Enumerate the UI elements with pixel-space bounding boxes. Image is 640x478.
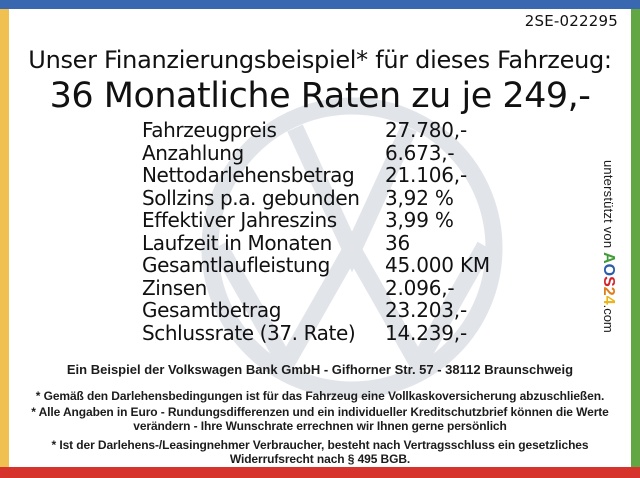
finance-row: Fahrzeugpreis 27.780,- xyxy=(142,119,490,142)
brand-suffix: .com xyxy=(601,304,616,333)
finance-row-value: 21.106,- xyxy=(385,163,467,187)
finance-row: Schlussrate (37. Rate) 14.239,- xyxy=(142,320,490,345)
headline-line1: Unser Finanzierungsbeispiel* für dieses … xyxy=(28,46,612,74)
finance-table: Fahrzeugpreis 27.780,- Anzahlung 6.673,- N… xyxy=(142,119,490,344)
finance-row-value: 36 xyxy=(385,230,411,255)
finance-row-label: Fahrzeugpreis xyxy=(142,118,277,142)
finance-row-label: Effektiver Jahreszins xyxy=(142,208,337,232)
frame-top xyxy=(0,0,640,9)
volkswagen-logo-watermark-icon xyxy=(201,97,503,399)
finance-row: Laufzeit in Monaten 36 xyxy=(142,230,490,255)
finance-row-value: 3,92 % xyxy=(385,185,454,210)
finance-row: Anzahlung 6.673,- xyxy=(142,140,490,165)
footnote-widerruf-line2: Widerrufsrecht nach § 495 BGB. xyxy=(229,452,411,466)
finance-row-label: Gesamtbetrag xyxy=(142,298,282,322)
brand-letter-o: O xyxy=(600,263,617,277)
vertical-brand-credit: unterstützt von AOS24.com xyxy=(597,160,619,333)
finance-row-label: Laufzeit in Monaten xyxy=(142,230,332,255)
finance-row-label: Schlussrate (37. Rate) xyxy=(142,320,356,345)
finance-row-value: 27.780,- xyxy=(385,118,467,142)
finance-row-value: 45.000 KM xyxy=(385,253,490,277)
frame-left xyxy=(0,9,9,467)
brand-letter-4: 4 xyxy=(600,295,617,305)
finance-row-label: Nettodarlehensbetrag xyxy=(142,163,355,187)
finance-row-value: 3,99 % xyxy=(385,208,454,232)
footnote-widerruf-line1: * Ist der Darlehens-/Leasingnehmer Verbr… xyxy=(51,438,589,452)
finance-row: Zinsen 2.096,- xyxy=(142,275,490,300)
finance-row-value: 14.239,- xyxy=(385,320,467,345)
footnote-euro-line1: * Alle Angaben in Euro - Rundungsdiffere… xyxy=(31,405,609,419)
brand-letter-a: A xyxy=(600,252,617,264)
finance-row-label: Zinsen xyxy=(142,275,207,300)
finance-row-value: 23.203,- xyxy=(385,298,467,322)
finance-row: Nettodarlehensbetrag 21.106,- xyxy=(142,164,490,187)
finance-row-label: Sollzins p.a. gebunden xyxy=(142,185,360,210)
offer-code: 2SE-022295 xyxy=(524,12,618,30)
finance-row: Gesamtlaufleistung 45.000 KM xyxy=(142,254,490,277)
bank-address-line: Ein Beispiel der Volkswagen Bank GmbH - … xyxy=(66,362,574,377)
finance-row: Effektiver Jahreszins 3,99 % xyxy=(142,209,490,232)
headline-rate: 36 Monatliche Raten zu je 249,- xyxy=(49,76,591,116)
footnote-insurance: * Gemäß den Darlehensbedingungen ist für… xyxy=(35,389,605,403)
brand-letter-s: S xyxy=(600,276,617,287)
footnote-euro-line2: verändern - Ihre Wunschrate errechnen wi… xyxy=(133,419,507,433)
finance-row: Gesamtbetrag 23.203,- xyxy=(142,299,490,322)
finance-row-value: 6.673,- xyxy=(385,140,455,165)
brand-letter-2: 2 xyxy=(600,286,617,296)
frame-right xyxy=(631,9,640,467)
brand-prefix: unterstützt von xyxy=(601,160,616,253)
finance-row-label: Anzahlung xyxy=(142,140,244,165)
frame-bottom xyxy=(0,467,640,478)
finance-row: Sollzins p.a. gebunden 3,92 % xyxy=(142,185,490,210)
finance-row-value: 2.096,- xyxy=(385,275,455,300)
finance-row-label: Gesamtlaufleistung xyxy=(142,253,330,277)
